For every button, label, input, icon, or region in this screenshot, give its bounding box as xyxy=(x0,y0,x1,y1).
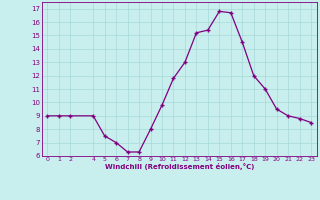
X-axis label: Windchill (Refroidissement éolien,°C): Windchill (Refroidissement éolien,°C) xyxy=(105,163,254,170)
